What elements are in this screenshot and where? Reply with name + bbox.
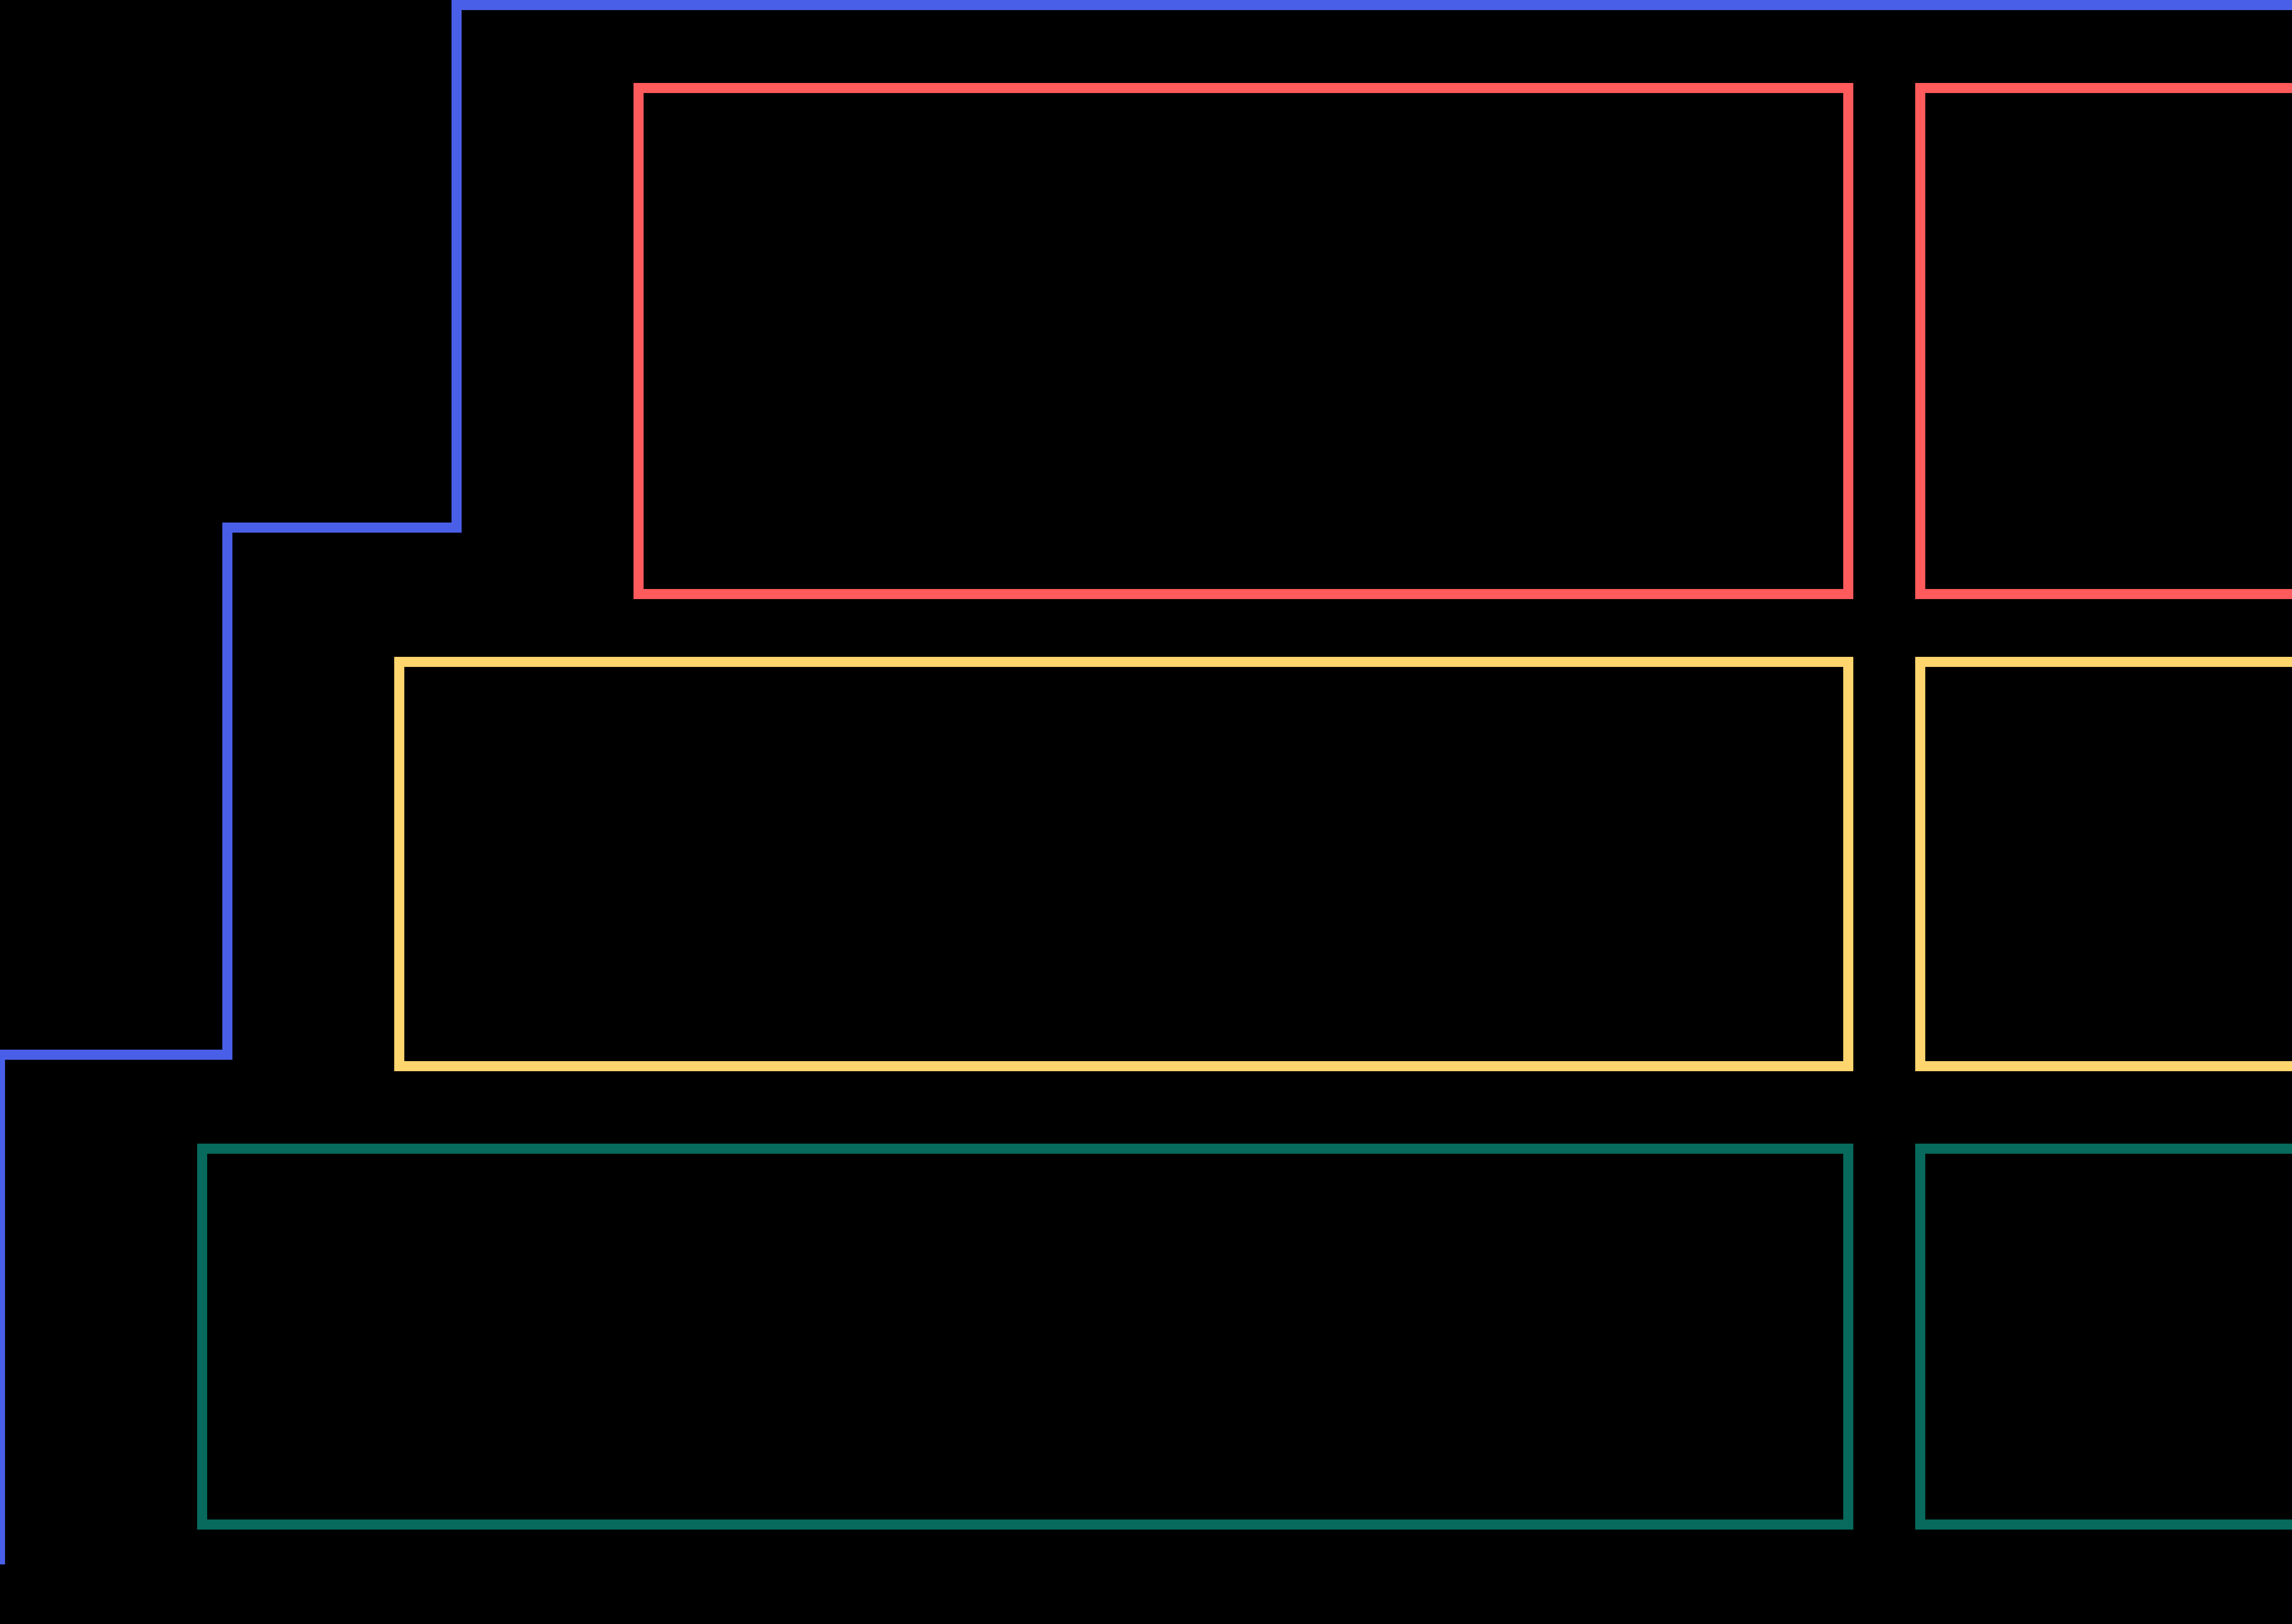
teal-box-left[interactable] <box>197 1144 1853 1530</box>
teal-box-right[interactable] <box>1915 1144 2292 1530</box>
red-box-left[interactable] <box>634 83 1853 599</box>
red-box-right[interactable] <box>1915 83 2292 599</box>
yellow-box-right[interactable] <box>1915 657 2292 1071</box>
yellow-box-left[interactable] <box>394 657 1853 1071</box>
blue-staircase-connector <box>0 0 2292 1564</box>
